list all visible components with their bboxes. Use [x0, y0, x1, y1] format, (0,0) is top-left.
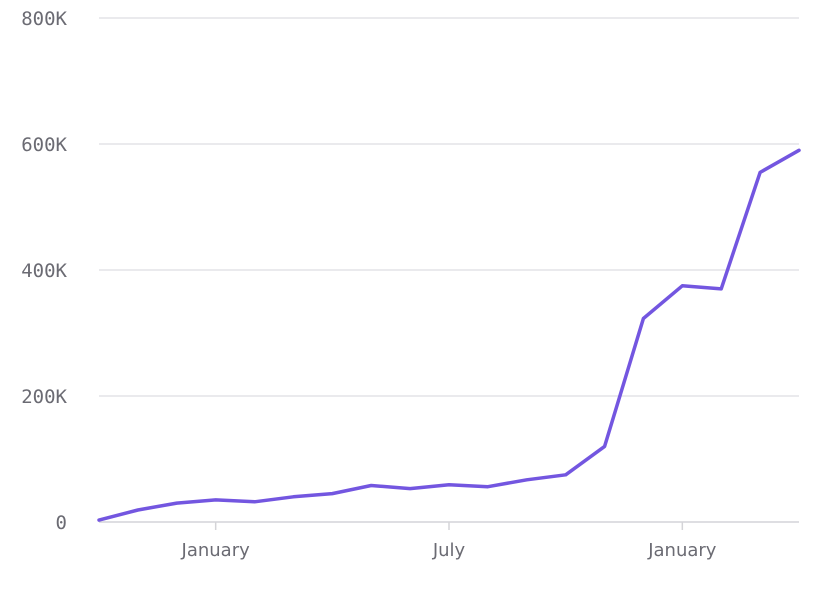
series [97, 148, 801, 522]
y-tick-label: 800K [21, 8, 67, 30]
x-tick-label: January [181, 540, 251, 561]
x-axis-ticks: January July January [181, 522, 717, 561]
x-tick-label: July [432, 540, 466, 561]
y-tick-label: 0 [56, 512, 67, 534]
y-tick-label: 400K [21, 260, 67, 282]
grid [99, 17, 799, 397]
y-tick-label: 200K [21, 386, 67, 408]
series-line [97, 148, 801, 522]
x-tick-label: January [647, 540, 717, 561]
y-tick-label: 600K [21, 134, 67, 156]
y-axis-ticks: 0 200K 400K 600K 800K [21, 8, 67, 534]
